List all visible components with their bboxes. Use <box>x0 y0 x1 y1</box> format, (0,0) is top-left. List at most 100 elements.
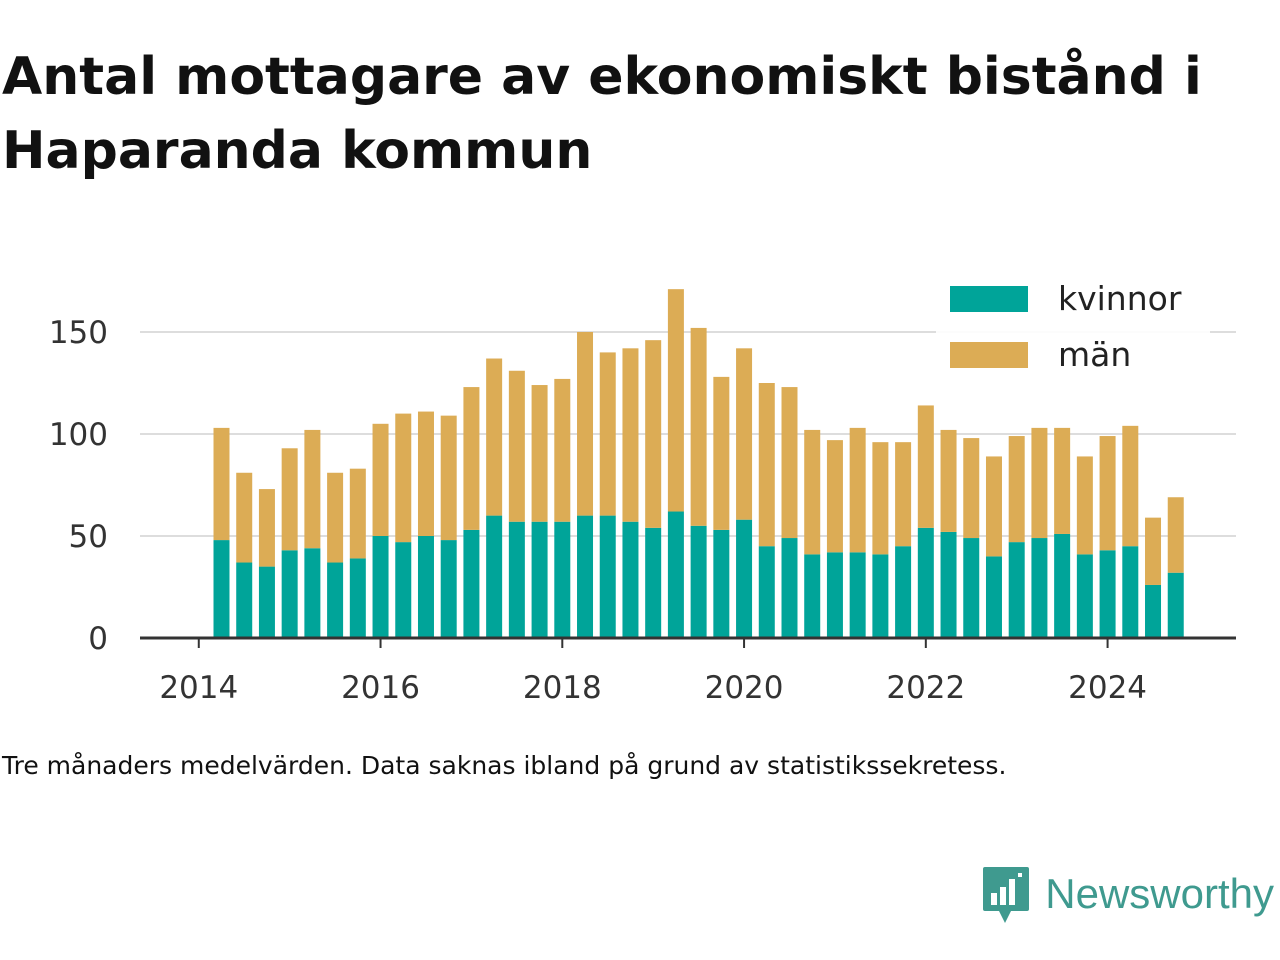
bar-kvinnor <box>1031 538 1048 638</box>
bar-man <box>1122 425 1139 547</box>
bar-man <box>622 348 639 522</box>
bar-man <box>417 411 434 536</box>
bar-kvinnor <box>599 515 616 638</box>
bar-kvinnor <box>1008 542 1025 638</box>
bar-man <box>849 427 866 553</box>
chart-title: Antal mottagare av ekonomiskt bistånd i … <box>2 47 1202 181</box>
bar-kvinnor <box>622 521 639 638</box>
bar-man <box>1031 427 1048 539</box>
bar-kvinnor <box>667 511 684 638</box>
bar-kvinnor <box>690 525 707 638</box>
axes: 0 50 100 150 2014 2016 2018 2020 2022 2024 <box>49 315 1236 706</box>
bar-man <box>758 383 775 547</box>
bar-kvinnor <box>736 519 753 638</box>
bar-kvinnor <box>1145 584 1162 638</box>
bar-man <box>917 405 934 528</box>
bar-man <box>577 332 594 516</box>
bar-kvinnor <box>440 540 457 638</box>
bar-kvinnor <box>327 562 344 638</box>
bar-kvinnor <box>1167 572 1184 638</box>
bar-kvinnor <box>372 536 389 638</box>
legend: kvinnor män <box>936 272 1210 388</box>
y-tick-label: 0 <box>88 621 108 657</box>
newsworthy-logo-icon <box>983 867 1030 923</box>
bar-man <box>1167 497 1184 573</box>
bar-man <box>940 429 957 532</box>
bar-man <box>508 370 525 522</box>
y-tick-label: 150 <box>49 315 108 351</box>
brand: Newsworthy <box>981 862 1274 926</box>
bar-man <box>985 456 1002 557</box>
bar-man <box>281 448 298 551</box>
x-tick-label: 2024 <box>1068 670 1147 706</box>
bar-kvinnor <box>463 529 480 638</box>
bar-man <box>963 438 980 539</box>
bar-man <box>895 442 912 547</box>
bar-man <box>554 378 571 522</box>
bar-man <box>486 358 503 516</box>
legend-swatch <box>950 342 1028 368</box>
bar-man <box>645 340 662 528</box>
legend-label: män <box>1058 335 1131 374</box>
bar-man <box>258 489 275 567</box>
x-tick-label: 2014 <box>159 670 238 706</box>
bar-man <box>1099 436 1116 551</box>
legend-label: kvinnor <box>1058 279 1182 318</box>
bar-man <box>1054 427 1071 534</box>
bar-kvinnor <box>781 538 798 638</box>
bar-man <box>713 376 730 530</box>
bar-kvinnor <box>1076 554 1093 638</box>
bar-man <box>1145 517 1162 585</box>
x-tick-label: 2020 <box>705 670 784 706</box>
bar-kvinnor <box>963 538 980 638</box>
bar-man <box>667 289 684 512</box>
bar-kvinnor <box>349 558 366 638</box>
bar-man <box>1076 456 1093 555</box>
bar-man <box>463 387 480 530</box>
bar-man <box>872 442 889 555</box>
y-tick-label: 50 <box>69 519 108 555</box>
bar-kvinnor <box>1122 546 1139 638</box>
bar-man <box>599 352 616 516</box>
bar-man <box>327 472 344 563</box>
bar-kvinnor <box>872 554 889 638</box>
y-tick-label: 100 <box>49 417 108 453</box>
bar-kvinnor <box>985 556 1002 638</box>
bar-kvinnor <box>804 554 821 638</box>
bar-kvinnor <box>258 566 275 638</box>
bar-man <box>826 440 843 553</box>
x-tick-label: 2022 <box>886 670 965 706</box>
bar-kvinnor <box>395 542 412 638</box>
bar-man <box>531 385 548 522</box>
bar-kvinnor <box>531 521 548 638</box>
bar-kvinnor <box>508 521 525 638</box>
bar-man <box>304 429 321 549</box>
chart-caption: Tre månaders medelvärden. Data saknas ib… <box>2 751 1007 780</box>
bar-kvinnor <box>281 550 298 638</box>
bar-man <box>236 472 253 563</box>
bar-kvinnor <box>486 515 503 638</box>
bar-kvinnor <box>577 515 594 638</box>
bar-kvinnor <box>849 552 866 638</box>
bar-man <box>781 387 798 539</box>
bar-man <box>440 415 457 541</box>
bar-kvinnor <box>554 521 571 638</box>
stacked-bar-chart: 0 50 100 150 2014 2016 2018 2020 2022 2024 kvinno… <box>49 272 1236 706</box>
bar-kvinnor <box>417 536 434 638</box>
bar-kvinnor <box>917 527 934 638</box>
legend-swatch <box>950 286 1028 312</box>
bar-man <box>736 348 753 520</box>
bar-kvinnor <box>645 527 662 638</box>
bar-man <box>690 327 707 526</box>
bar-kvinnor <box>713 529 730 638</box>
bar-man <box>1008 436 1025 543</box>
bar-kvinnor <box>940 531 957 638</box>
bar-man <box>213 427 230 541</box>
bar-kvinnor <box>826 552 843 638</box>
bar-man <box>395 413 412 543</box>
x-tick-label: 2016 <box>341 670 420 706</box>
bar-man <box>804 429 821 555</box>
bar-kvinnor <box>758 546 775 638</box>
bars <box>213 289 1184 638</box>
bar-kvinnor <box>236 562 253 638</box>
